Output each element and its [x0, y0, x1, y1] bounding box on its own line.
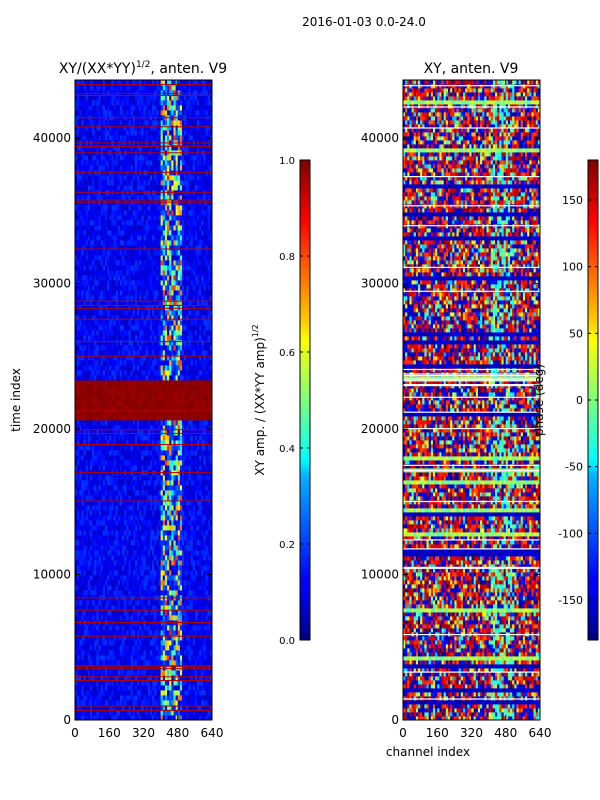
- right-xtick-label: 640: [529, 726, 552, 740]
- left-xtick-label: 320: [132, 726, 155, 740]
- right-x-axis-label: channel index: [386, 745, 470, 759]
- left-xtick-label: 0: [71, 726, 79, 740]
- right-cbar-tick-label: -100: [558, 527, 583, 540]
- left-colorbar-gradient: [299, 159, 311, 641]
- right-x-axis: 0 160 320 480 640: [399, 80, 551, 740]
- left-cbar-tick-label: 0.0: [279, 636, 295, 647]
- left-cbar-tick-label: 0.2: [279, 540, 295, 551]
- right-ytick-label: 0: [391, 713, 399, 727]
- right-xtick-label: 320: [460, 726, 483, 740]
- right-xtick-label: 160: [426, 726, 449, 740]
- left-colorbar-label: XY amp. / (XX*YY amp)1/2: [251, 324, 267, 475]
- right-cbar-tick-label: 50: [569, 327, 583, 340]
- left-title: XY/(XX*YY)1/2, anten. V9: [59, 60, 227, 77]
- right-xtick-label: 480: [494, 726, 517, 740]
- right-y-axis: 0 10000 20000 30000 40000: [361, 131, 540, 727]
- right-cbar-tick-label: -50: [565, 461, 583, 474]
- left-ytick-label: 20000: [33, 422, 71, 436]
- left-y-axis: 0 10000 20000 30000 40000: [33, 131, 212, 727]
- right-cbar-tick-label: -150: [558, 594, 583, 607]
- right-cbar-tick-label: 150: [562, 194, 583, 207]
- left-colorbar: 0.0 0.2 0.4 0.6 0.8 1.0 XY amp. / (XX*YY amp)…: [251, 156, 311, 647]
- left-cbar-tick-label: 0.4: [279, 444, 295, 455]
- left-y-axis-label: time index: [9, 368, 23, 432]
- left-heatmap-panel: XY/(XX*YY)1/2, anten. V9 0 10000 20000 3000…: [9, 60, 227, 740]
- right-colorbar: -150 -100 -50 0 50 100 150 phase (deg): [532, 159, 599, 641]
- right-xtick-label: 0: [399, 726, 407, 740]
- figure-suptitle: 2016-01-03 0.0-24.0: [302, 15, 426, 29]
- right-heatmap-panel: XY, anten. V9 0 10000 20000 30000 40000 0 160…: [361, 61, 552, 759]
- left-xtick-label: 480: [166, 726, 189, 740]
- left-cbar-tick-label: 0.6: [279, 348, 295, 359]
- left-cbar-tick-label: 0.8: [279, 252, 295, 263]
- right-ytick-label: 30000: [361, 277, 399, 291]
- right-ytick-label: 10000: [361, 568, 399, 582]
- right-cbar-tick-label: 0: [576, 394, 583, 407]
- left-ytick-label: 40000: [33, 131, 71, 145]
- left-cbar-tick-label: 1.0: [279, 156, 295, 167]
- left-ytick-label: 0: [63, 713, 71, 727]
- right-ytick-label: 40000: [361, 131, 399, 145]
- left-heatmap-image: [75, 80, 212, 720]
- left-colorbar-ticks: 0.0 0.2 0.4 0.6 0.8 1.0: [279, 156, 310, 647]
- left-xtick-label: 160: [98, 726, 121, 740]
- right-colorbar-label: phase (deg): [532, 364, 546, 436]
- left-ytick-label: 30000: [33, 277, 71, 291]
- right-cbar-tick-label: 100: [562, 261, 583, 274]
- left-x-axis: 0 160 320 480 640: [71, 80, 223, 740]
- right-colorbar-ticks: -150 -100 -50 0 50 100 150: [558, 194, 598, 607]
- right-heatmap-image: [403, 80, 540, 720]
- right-ytick-label: 20000: [361, 422, 399, 436]
- left-xtick-label: 640: [201, 726, 224, 740]
- right-title: XY, anten. V9: [424, 61, 519, 77]
- left-ytick-label: 10000: [33, 568, 71, 582]
